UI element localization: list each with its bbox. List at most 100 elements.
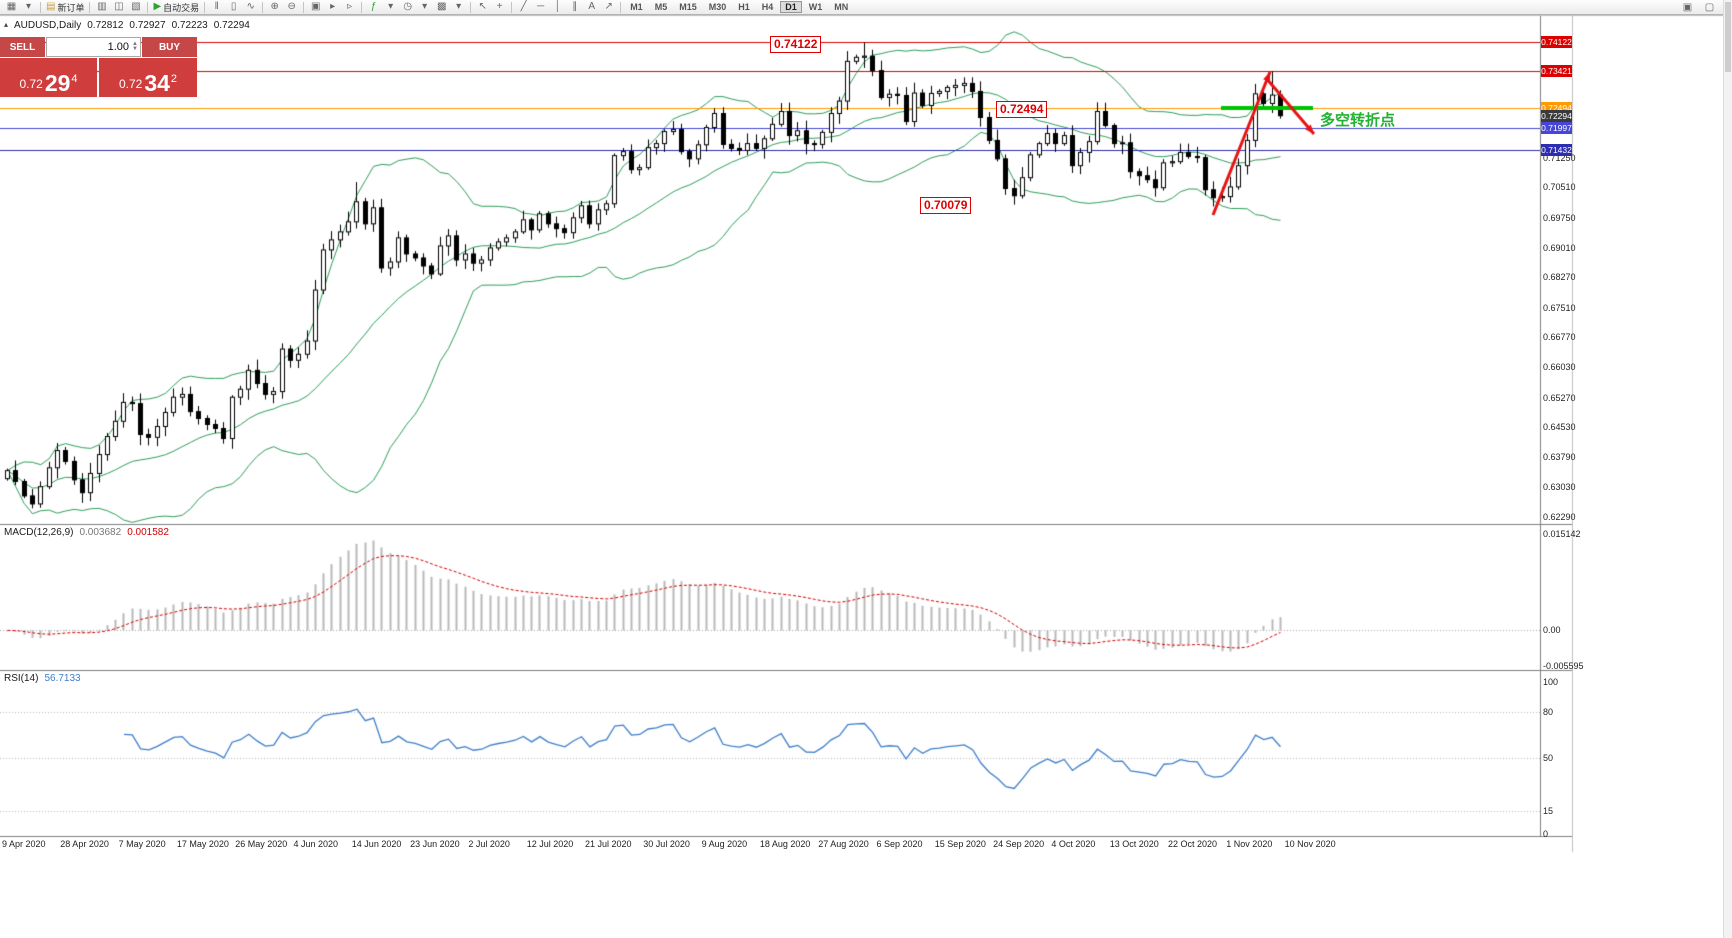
price-annotation[interactable]: 0.72494 [996,101,1048,118]
rsi-scale-label: 50 [1543,753,1554,763]
rsi-scale-label: 80 [1543,707,1554,717]
price-scale-label: 0.70510 [1543,182,1576,192]
price-scale-label: 0.63030 [1543,482,1576,492]
toolbar-extra-2-button[interactable]: ▢ [1701,1,1718,14]
date-axis-label: 4 Oct 2020 [1051,839,1096,849]
indicators-button[interactable]: ƒ [365,1,382,14]
auto-scroll-button[interactable]: ▸ [324,1,341,14]
trendline-button[interactable]: ╱ [515,1,532,14]
periods-dropdown-button[interactable]: ▾ [416,1,433,14]
buy-button[interactable]: BUY [142,37,197,57]
date-axis-label: 10 Nov 2020 [1284,839,1336,849]
tile-windows-button[interactable]: ▣ [307,1,324,14]
market-watch-button[interactable]: ▥ [93,1,110,14]
main-toolbar: ▦ ▾ ▤ 新订单 ▥ ◫ ▧ ▶ 自动交易 ‖ ▯ ∿ ⊕ ⊖ ▣ ▸ ▹ ƒ ▾ ◷ ▾ ▩ ▾ ↖ + ╱ ─ │ ∥ A ↗ M1 M5… [0,0,1732,15]
date-axis-label: 21 Jul 2020 [585,839,632,849]
price-level-tag: 0.73421 [1541,65,1572,77]
macd-scale-label: 0.015142 [1543,529,1581,539]
timeframe-mn-button[interactable]: MN [834,2,849,12]
templates-dropdown-button[interactable]: ▾ [450,1,467,14]
new-order-button[interactable]: ▤ 新订单 [44,1,86,14]
cursor-button[interactable]: ↖ [474,1,491,14]
volume-field[interactable]: 1.00 ▲ ▼ [46,37,141,57]
price-scale-label: 0.64530 [1543,422,1576,432]
volume-value[interactable]: 1.00 [107,41,130,53]
arrow-tool-button[interactable]: ↗ [600,1,617,14]
zoom-out-button[interactable]: ⊖ [283,1,300,14]
macd-label: MACD(12,26,9) [4,527,74,538]
volume-spinner[interactable]: ▲ ▼ [132,41,138,52]
ohlc-low: 0.72223 [171,20,208,31]
zoom-out-icon: ⊖ [287,1,296,12]
auto-trading-icon: ▶ [153,1,162,12]
periods-button[interactable]: ◷ [399,1,416,14]
timeframe-h4-button[interactable]: H4 [761,2,774,12]
ohlc-open: 0.72812 [87,20,124,31]
zoom-in-icon: ⊕ [270,1,279,12]
timeframe-h1-button[interactable]: H1 [738,2,750,12]
auto-trading-label: 自动交易 [163,2,200,13]
date-axis-label: 15 Sep 2020 [934,839,986,849]
price-level-tag: 0.71997 [1541,122,1572,134]
price-annotation[interactable]: 0.70079 [920,197,972,214]
chart-shift-button[interactable]: ▹ [341,1,358,14]
sell-price-button[interactable]: 0.72 29 4 [0,58,97,97]
horizontal-line-tool-icon: ─ [537,1,545,12]
vertical-scrollbar[interactable] [1723,0,1732,938]
new-chart-dropdown-button[interactable]: ▾ [20,1,37,14]
vertical-line-tool-button[interactable]: │ [549,1,566,14]
timeframe-w1-button[interactable]: W1 [808,2,823,12]
buy-price-point: 2 [170,73,178,85]
price-annotation[interactable]: 0.74122 [770,36,822,53]
date-axis-label: 7 May 2020 [118,839,166,849]
timeframe-m15-button[interactable]: M15 [679,2,697,12]
price-level-tag: 0.71432 [1541,144,1572,156]
ohlc-close: 0.72294 [213,20,250,31]
scrollbar-thumb[interactable] [1725,2,1731,72]
sell-price-base: 0.72 [19,77,43,91]
text-tool-button[interactable]: A [583,1,600,14]
volume-down-icon[interactable]: ▼ [132,46,138,52]
crosshair-button[interactable]: + [491,1,508,14]
toolbar-extra-1-button[interactable]: ▣ [1679,1,1696,14]
candlestick-chart-type-button[interactable]: ▯ [225,1,242,14]
equidistant-channel-icon: ∥ [572,1,578,12]
bar-chart-type-button[interactable]: ‖ [208,1,225,14]
templates-icon: ▩ [436,1,447,12]
data-window-button[interactable]: ◫ [110,1,127,14]
toolbar-separator [620,1,622,13]
date-axis-label: 14 Jun 2020 [351,839,402,849]
templates-button[interactable]: ▩ [433,1,450,14]
sell-button[interactable]: SELL [0,37,45,57]
price-scale-label: 0.66030 [1543,362,1576,372]
indicators-icon: ƒ [370,1,377,12]
arrow-tool-icon: ↗ [604,1,613,12]
toolbar-separator [262,1,264,13]
line-chart-type-button[interactable]: ∿ [242,1,259,14]
horizontal-line-tool-button[interactable]: ─ [532,1,549,14]
date-axis-label: 12 Jul 2020 [526,839,574,849]
timeframe-m1-button[interactable]: M1 [630,2,643,12]
vertical-line-tool-icon: │ [554,1,561,12]
navigator-button[interactable]: ▧ [127,1,144,14]
turning-point-label[interactable]: 多空转折点 [1320,112,1396,129]
timeframe-d1-button[interactable]: D1 [780,1,802,13]
price-scale-label: 0.65270 [1543,393,1576,403]
date-axis-label: 24 Sep 2020 [993,839,1045,849]
timeframe-m5-button[interactable]: M5 [654,2,668,12]
text-tool-icon: A [588,1,596,12]
equidistant-channel-button[interactable]: ∥ [566,1,583,14]
timeframe-m30-button[interactable]: M30 [708,2,727,12]
date-axis-label: 4 Jun 2020 [293,839,339,849]
indicators-dropdown-button[interactable]: ▾ [382,1,399,14]
buy-price-button[interactable]: 0.72 34 2 [99,58,197,97]
macd-scale-label: 0.00 [1543,625,1561,635]
new-chart-dropdown-icon: ▾ [25,1,32,12]
rsi-label: RSI(14) [4,673,39,684]
zoom-in-button[interactable]: ⊕ [266,1,283,14]
volume-up-icon[interactable]: ▲ [132,41,138,47]
auto-trading-button[interactable]: ▶ 自动交易 [151,1,201,14]
new-chart-button[interactable]: ▦ [3,1,20,14]
sell-price-pips: 29 [44,70,71,96]
